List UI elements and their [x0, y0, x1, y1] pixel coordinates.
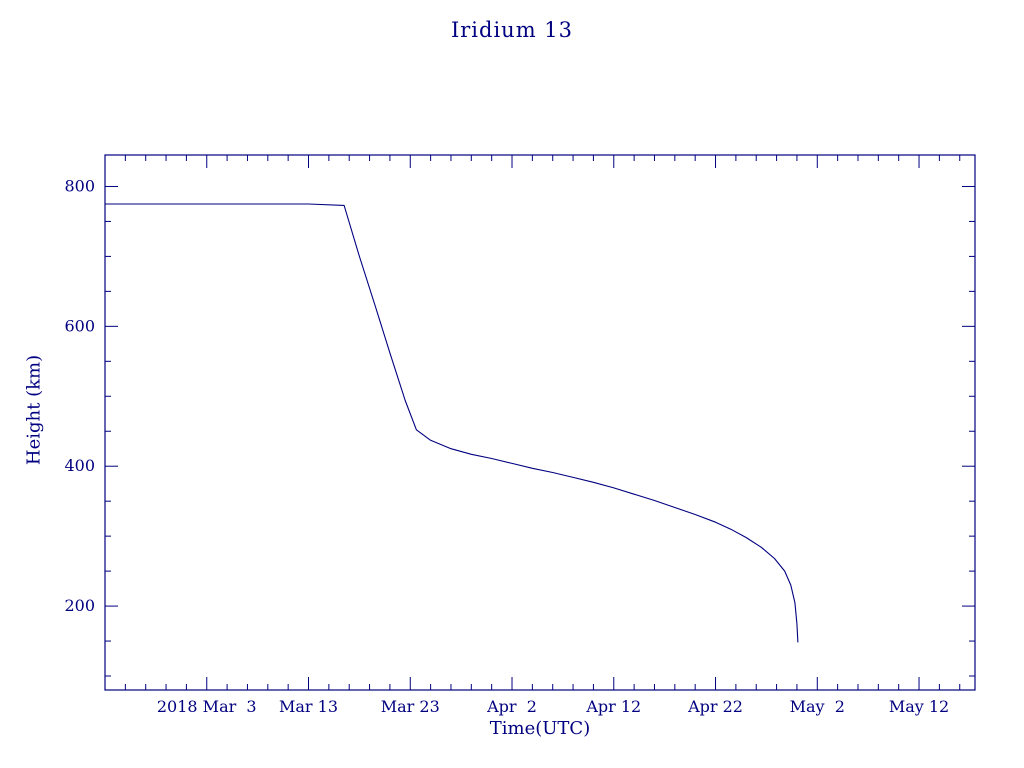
x-tick-label: May 12	[889, 697, 949, 716]
x-tick-label: Apr 22	[687, 697, 743, 716]
x-axis-label: Time(UTC)	[489, 718, 591, 739]
x-tick-label: 2018 Mar 3	[157, 697, 257, 716]
x-tick-label: Mar 13	[279, 697, 338, 716]
x-tick-label: Apr 2	[486, 697, 537, 716]
chart-title: Iridium 13	[450, 18, 574, 42]
x-tick-label: May 2	[790, 697, 845, 716]
x-tick-label: Apr 12	[585, 697, 641, 716]
y-tick-label: 600	[64, 316, 95, 335]
x-tick-label: Mar 23	[381, 697, 440, 716]
y-tick-label: 200	[64, 596, 95, 615]
plot-frame	[104, 154, 976, 691]
y-tick-label: 400	[64, 456, 95, 475]
y-tick-label: 800	[64, 176, 95, 195]
height-decay-line	[105, 203, 799, 643]
